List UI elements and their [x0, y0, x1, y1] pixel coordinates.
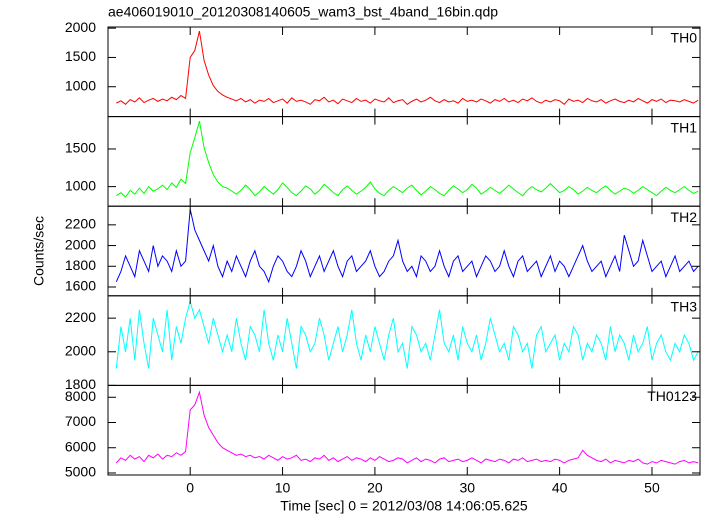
data-line [115, 390, 699, 465]
y-tick-label: 2000 [65, 19, 96, 35]
y-tick-label: 1500 [65, 48, 96, 64]
data-line [115, 299, 699, 369]
x-tick-label: 20 [367, 480, 383, 496]
y-tick-label: 2200 [65, 309, 96, 325]
panel-label: TH0123 [647, 388, 697, 404]
y-tick-label: 2000 [65, 342, 96, 358]
panel-label: TH0 [671, 30, 698, 46]
data-line [116, 30, 699, 105]
y-axis-label: Counts/sec [31, 216, 47, 286]
panel-frame [107, 295, 701, 386]
y-tick-label: 6000 [65, 438, 96, 454]
x-tick-label: 10 [275, 480, 291, 496]
y-tick-label: 7000 [65, 413, 96, 429]
y-tick-label: 1000 [65, 177, 96, 193]
x-tick-label: 30 [459, 480, 475, 496]
x-tick-label: 40 [552, 480, 568, 496]
y-tick-label: 2000 [65, 236, 96, 252]
panel-label: TH2 [671, 209, 698, 225]
y-tick-label: 1600 [65, 278, 96, 294]
panel-label: TH1 [671, 119, 698, 135]
panel-frame [107, 384, 701, 476]
y-tick-label: 8000 [65, 388, 96, 404]
data-line [116, 120, 699, 198]
y-tick-label: 5000 [65, 464, 96, 480]
panel-frame [107, 205, 701, 297]
y-tick-label: 1000 [65, 77, 96, 93]
chart-title: ae406019010_20120308140605_wam3_bst_4ban… [108, 4, 498, 20]
x-tick-label: 50 [644, 480, 660, 496]
data-line [115, 209, 699, 284]
y-tick-label: 1800 [65, 257, 96, 273]
x-tick-label: 0 [186, 480, 194, 496]
y-tick-label: 1500 [65, 140, 96, 156]
x-axis-label: Time [sec] 0 = 2012/03/08 14:06:05.625 [280, 498, 528, 514]
y-tick-label: 1800 [65, 376, 96, 392]
panel-label: TH3 [671, 299, 698, 315]
y-tick-label: 2200 [65, 216, 96, 232]
